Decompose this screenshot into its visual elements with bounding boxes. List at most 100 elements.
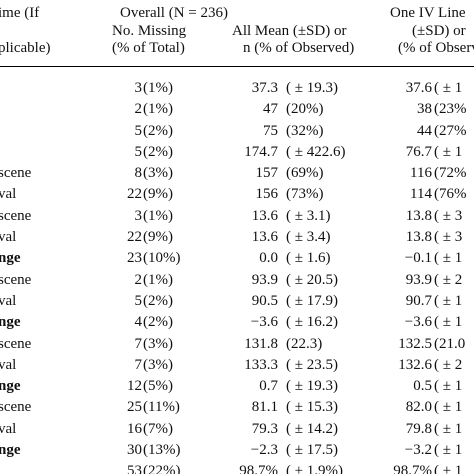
one-iv-sd: ( ± 1 — [434, 80, 463, 96]
one-iv-value: 132.5 — [398, 335, 432, 352]
table-row: 5 (2%) 174.7 ( ± 422.6) 76.7( ± 1 — [0, 142, 474, 163]
one-iv-sd: (72% — [434, 165, 467, 182]
missing-percent: (1%) — [143, 101, 173, 118]
table-row: val 5 (2%) 90.5 ( ± 17.9) 90.7( ± 1 — [0, 291, 474, 312]
missing-percent: (1%) — [143, 207, 173, 224]
missing-percent: (13%) — [143, 442, 181, 459]
missing-count: 2 — [134, 101, 143, 118]
label-column-header-line1: ime (If — [0, 5, 40, 21]
one-iv-sd: ( ± 1 — [434, 250, 463, 267]
table-row: nge 23 (10%) 0.0 ( ± 1.6) −0.1( ± 1 — [0, 248, 474, 269]
table-row: scene 7 (3%) 131.8 (22.3) 132.5 (21.0 — [0, 334, 474, 355]
one-iv-sd: ( ± 1 — [434, 292, 463, 309]
missing-count: 22 — [127, 186, 142, 203]
one-iv-sd: ( ± 2 — [434, 356, 463, 373]
missing-percent: (7%) — [143, 420, 173, 437]
missing-count: 2 — [134, 271, 143, 288]
row-label: nge — [0, 378, 21, 395]
one-iv-value: 38 — [417, 101, 432, 118]
table-row: val 22 (9%) 156 (73%) 114 (76% — [0, 184, 474, 205]
mean-sd: (69%) — [286, 165, 324, 182]
mean-value: 174.7 — [244, 143, 278, 160]
missing-count: 3 — [134, 207, 143, 224]
mean-value: 98.7% — [239, 463, 278, 474]
table-row: val 7 (3%) 133.3 ( ± 23.5) 132.6( ± 2 — [0, 355, 474, 376]
missing-count: 7 — [134, 335, 143, 352]
mean-sd: ( ± 14.2) — [286, 420, 338, 437]
mean-sd: ( ± 19.3) — [286, 80, 338, 96]
missing-header: No. Missing — [112, 23, 187, 39]
mean-value: 79.3 — [251, 420, 278, 437]
mean-value: −2.3 — [250, 442, 278, 459]
one-iv-value: 44 — [417, 122, 432, 139]
mean-sd: ( ± 3.4) — [286, 229, 331, 246]
table-row: 5 (2%) 75 (32%) 44 (27% — [0, 121, 474, 142]
mean-value: 93.9 — [251, 271, 278, 288]
mean-sd: ( ± 16.2) — [286, 314, 338, 331]
one-iv-value: 0.5 — [413, 378, 432, 395]
mean-value: 0.0 — [259, 250, 278, 267]
missing-count: 16 — [127, 420, 142, 437]
mean-sd: ( ± 23.5) — [286, 356, 338, 373]
one-iv-sd: ( ± 1 — [434, 463, 463, 474]
row-label: val — [0, 356, 17, 373]
mean-sd: ( ± 422.6) — [286, 143, 346, 160]
one-iv-value: 37.6 — [405, 80, 432, 96]
row-label: val — [0, 420, 17, 437]
mean-sd: (20%) — [286, 101, 324, 118]
row-label: scene — [0, 399, 32, 416]
missing-count: 5 — [134, 292, 143, 309]
mean-sd: ( ± 20.5) — [286, 271, 338, 288]
label-column-header-line2: plicable) — [0, 40, 51, 56]
mean-sd: ( ± 1.9%) — [286, 463, 343, 474]
mean-value: 13.6 — [251, 207, 278, 224]
one-iv-sd-header: (±SD) or — [412, 23, 466, 39]
mean-value: 131.8 — [244, 335, 278, 352]
missing-count: 5 — [134, 122, 143, 139]
missing-count: 22 — [127, 229, 142, 246]
mean-sd: (22.3) — [286, 335, 323, 352]
mean-value: −3.6 — [250, 314, 278, 331]
row-label: val — [0, 229, 17, 246]
mean-value: 0.7 — [259, 378, 278, 395]
table-row: val 22 (9%) 13.6 ( ± 3.4) 13.8( ± 3 — [0, 227, 474, 248]
mean-sd: ( ± 3.1) — [286, 207, 331, 224]
one-iv-sd: (27% — [434, 122, 467, 139]
one-iv-value: 13.8 — [405, 229, 432, 246]
missing-count: 23 — [127, 250, 142, 267]
missing-count: 3 — [134, 80, 143, 96]
row-label: scene — [0, 271, 32, 288]
one-iv-value: −3.2 — [404, 442, 432, 459]
mean-value: 13.6 — [251, 229, 278, 246]
one-iv-value: 114 — [410, 186, 432, 203]
table-row: nge 12 (5%) 0.7 ( ± 19.3) 0.5( ± 1 — [0, 376, 474, 397]
table-row: 3 (1%) 37.3 ( ± 19.3) 37.6( ± 1 — [0, 78, 474, 99]
missing-count: 30 — [127, 442, 142, 459]
one-iv-sd: ( ± 3 — [434, 207, 463, 224]
table-header: ime (If plicable) Overall (N = 236) No. … — [0, 0, 474, 64]
one-iv-sd: ( ± 1 — [434, 442, 463, 459]
mean-sd: (32%) — [286, 122, 324, 139]
row-label: scene — [0, 165, 32, 182]
one-iv-value: 79.8 — [405, 420, 432, 437]
table-row: scene 3 (1%) 13.6 ( ± 3.1) 13.8( ± 3 — [0, 206, 474, 227]
one-iv-value: 90.7 — [405, 292, 432, 309]
mean-sd: ( ± 15.3) — [286, 399, 338, 416]
one-iv-sd: ( ± 1 — [434, 399, 463, 416]
row-label: nge — [0, 250, 21, 267]
table-row: 2 (1%) 47 (20%) 38 (23% — [0, 99, 474, 120]
missing-count: 4 — [134, 314, 143, 331]
one-iv-value: 98.7% — [393, 463, 432, 474]
missing-count: 53 — [127, 463, 142, 474]
missing-percent: (5%) — [143, 378, 173, 395]
row-label: nge — [0, 314, 21, 331]
mean-value: 157 — [255, 165, 279, 182]
missing-count: 25 — [127, 399, 142, 416]
missing-percent: (9%) — [143, 229, 173, 246]
overall-header: Overall (N = 236) — [120, 5, 229, 21]
row-label: scene — [0, 207, 32, 224]
table-row: nge 30 (13%) −2.3 ( ± 17.5) −3.2( ± 1 — [0, 440, 474, 461]
mean-value: 81.1 — [251, 399, 278, 416]
row-label: scene — [0, 335, 32, 352]
one-iv-value: 116 — [410, 165, 432, 182]
